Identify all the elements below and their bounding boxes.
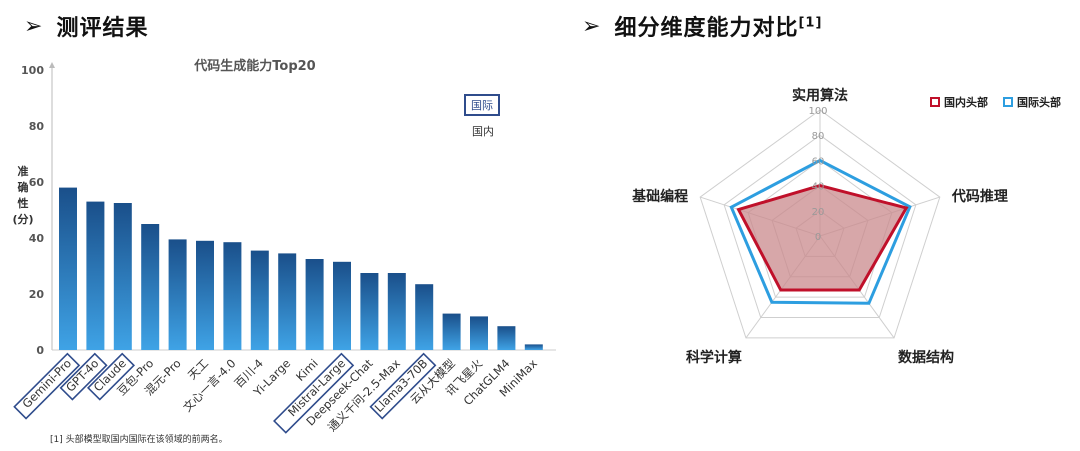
bar [196, 240, 214, 350]
radar-axis-label: 实用算法 [792, 87, 848, 104]
y-tick-label: 0 [36, 344, 44, 357]
legend-domestic-plain: 国内 [472, 125, 494, 138]
highlight-box [13, 352, 81, 420]
footnote: [1] 头部模型取国内国际在该领域的前两名。 [50, 435, 228, 445]
bar [470, 316, 488, 350]
radar-legend-international: 国际头部 [1003, 94, 1061, 110]
radar-axis-label: 代码推理 [951, 188, 1008, 205]
bar [360, 273, 379, 350]
bar-y-axis-label: 准 确 性 (分) [12, 165, 34, 226]
right-section-header: ➢ 细分维度能力对比[1] [582, 10, 822, 42]
radar-tick-label: 20 [812, 207, 825, 218]
bar [59, 187, 77, 350]
radar-grid-ring [723, 134, 917, 319]
radar-series-polygon [729, 158, 912, 305]
radar-axis-label: 科学计算 [686, 349, 742, 366]
radar-tick-label: 100 [808, 106, 827, 117]
highlight-box [369, 352, 437, 420]
right-section-title: 细分维度能力对比[1] [614, 15, 823, 41]
bar [415, 284, 434, 350]
highlight-box [273, 352, 355, 434]
bar [442, 313, 461, 350]
left-section-header: ➢ 测评结果 [24, 10, 148, 42]
bar [86, 201, 105, 350]
radar-series-polygon [736, 184, 909, 292]
radar-tick-label: 60 [812, 156, 825, 167]
y-tick-label: 80 [29, 120, 45, 133]
y-axis-arrow-icon [49, 62, 55, 68]
bar [113, 203, 132, 350]
left-section-title: 测评结果 [56, 16, 149, 41]
highlight-box [86, 352, 136, 401]
bar [141, 224, 160, 350]
radar-tick-label: 0 [815, 232, 821, 243]
bar [305, 259, 324, 350]
radar-axis-label: 基础编程 [632, 188, 688, 205]
bar [387, 273, 406, 350]
bar [524, 344, 543, 350]
y-tick-label: 40 [29, 232, 45, 245]
y-tick-label: 100 [21, 64, 44, 77]
bar [278, 253, 297, 350]
radar-grid-ring [699, 109, 941, 339]
arrow-bullet-icon: ➢ [24, 13, 43, 39]
radar-tick-label: 40 [812, 182, 825, 193]
legend-international-boxed: 国际 [464, 94, 500, 116]
y-tick-label: 60 [29, 176, 45, 189]
international-swatch-icon [1003, 97, 1013, 107]
bar-chart-title: 代码生成能力Top20 [193, 58, 315, 74]
domestic-swatch-icon [930, 97, 940, 107]
y-tick-label: 20 [29, 288, 45, 301]
bar [168, 239, 187, 350]
bar [497, 326, 516, 350]
bar [223, 242, 242, 350]
radar-tick-label: 80 [812, 131, 825, 142]
radar-axis-label: 数据结构 [898, 349, 954, 366]
bar [250, 250, 269, 350]
footnote-ref: [1] [798, 15, 823, 31]
radar-legend-domestic: 国内头部 [930, 94, 988, 110]
highlight-box [59, 352, 108, 401]
bar [333, 261, 351, 350]
arrow-bullet-icon: ➢ [582, 13, 601, 39]
